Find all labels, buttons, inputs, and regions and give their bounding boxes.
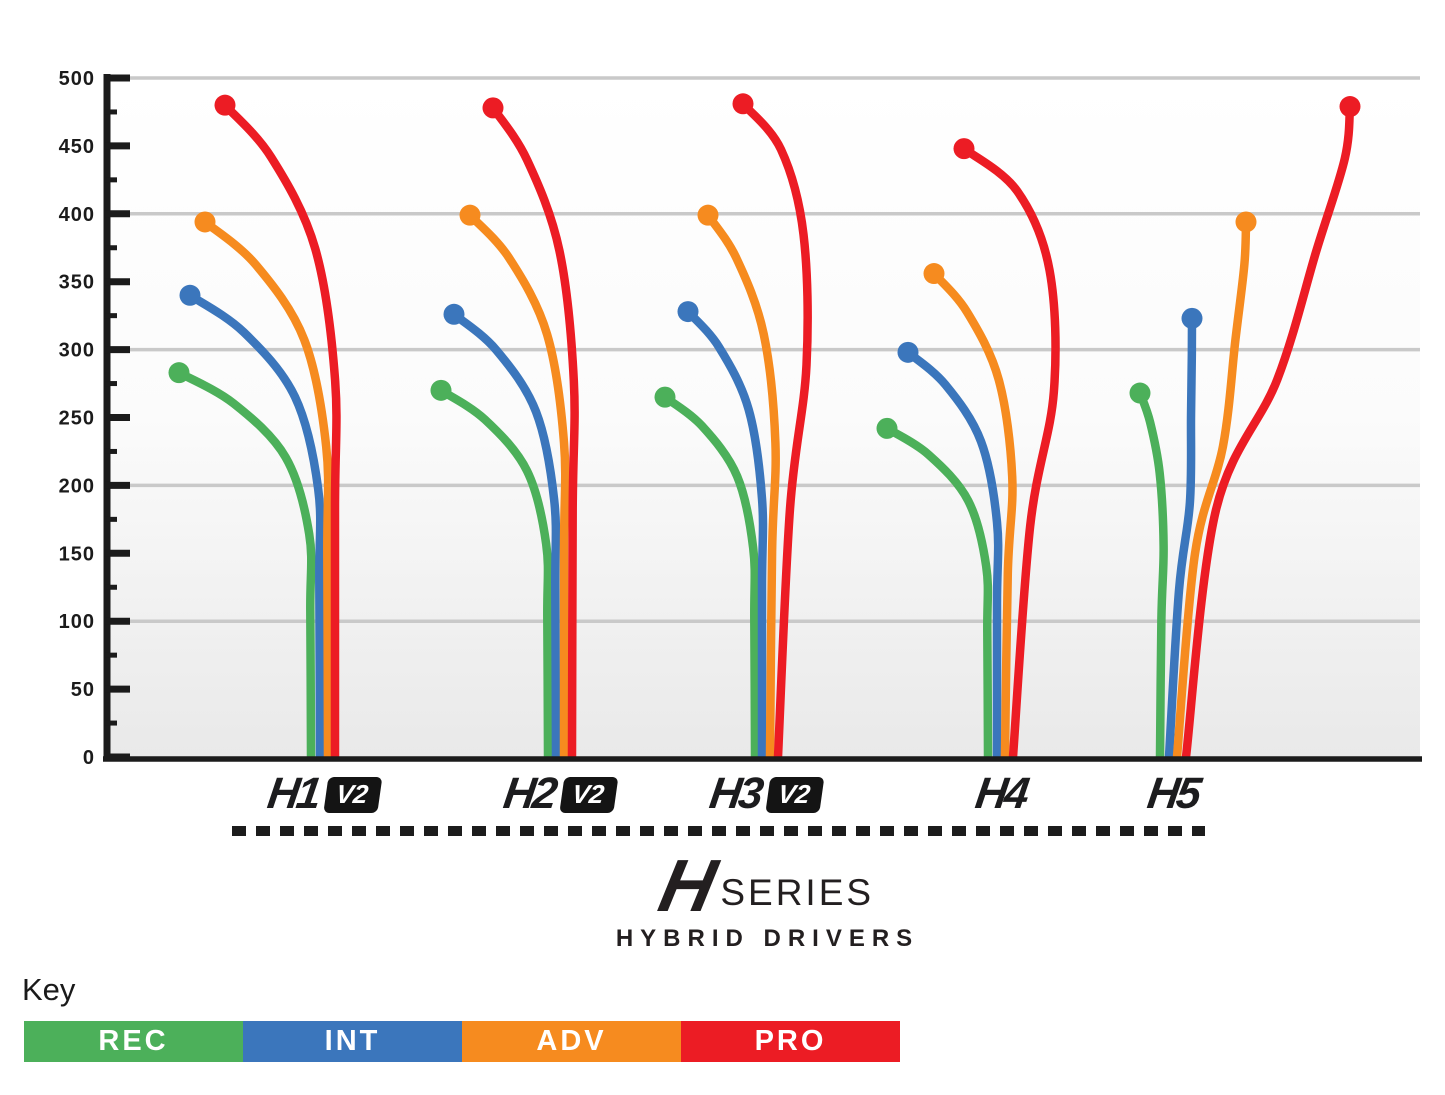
flight-endpoint-H5-REC — [1129, 382, 1151, 404]
flight-path-H2-INT — [449, 310, 561, 762]
flight-endpoint-H1-PRO — [214, 94, 236, 116]
flight-path-H3-REC — [660, 392, 760, 762]
key-segment-adv: ADV — [462, 1021, 681, 1062]
series-title-block: H SERIES HYBRID DRIVERS — [90, 844, 1445, 953]
flight-endpoint-H5-PRO — [1339, 96, 1361, 118]
flight-endpoint-H4-PRO — [953, 138, 975, 160]
flight-path-H5-PRO — [1181, 102, 1355, 762]
flight-path-H2-ADV — [465, 210, 570, 762]
disc-name-h3: H3 — [706, 769, 764, 818]
flight-path-H2-PRO — [488, 103, 579, 762]
y-tick-label-450: 450 — [59, 136, 95, 158]
flight-endpoint-H3-ADV — [697, 204, 719, 226]
disc-name-h2: H2 — [500, 769, 558, 818]
y-tick-label-150: 150 — [59, 543, 95, 565]
flight-path-H2-REC — [436, 386, 553, 762]
flight-path-H5-REC — [1135, 388, 1168, 762]
flight-endpoint-H2-ADV — [459, 204, 481, 226]
key-legend-bar: REC INT ADV PRO — [24, 1021, 900, 1062]
y-tick-label-0: 0 — [83, 747, 95, 769]
y-tick-label-300: 300 — [59, 340, 95, 362]
flight-endpoint-H2-INT — [443, 303, 465, 325]
y-tick-label-50: 50 — [71, 679, 95, 701]
flight-endpoint-H2-REC — [430, 379, 452, 401]
flight-path-H3-INT — [683, 307, 768, 762]
y-tick-label-350: 350 — [59, 272, 95, 294]
flight-path-H1-REC — [174, 368, 316, 762]
version-badge-h1: V2 — [323, 777, 382, 813]
flight-path-H4-REC — [882, 424, 993, 762]
flight-endpoint-H5-INT — [1181, 307, 1203, 329]
y-tick-label-200: 200 — [59, 475, 95, 497]
series-h-logo: H — [652, 844, 720, 927]
flight-endpoint-H1-REC — [168, 362, 190, 384]
y-tick-label-250: 250 — [59, 408, 95, 430]
y-tick-label-400: 400 — [59, 204, 95, 226]
disc-name-h5: H5 — [1144, 769, 1202, 818]
series-title-text: SERIES — [720, 872, 875, 914]
flight-path-H5-INT — [1164, 314, 1197, 762]
flight-endpoint-H4-INT — [897, 341, 919, 363]
flight-path-H5-ADV — [1172, 217, 1251, 762]
y-tick-label-500: 500 — [59, 68, 95, 90]
flight-path-H4-ADV — [929, 269, 1017, 762]
flight-path-H3-ADV — [703, 210, 780, 762]
flight-endpoint-H1-INT — [179, 284, 201, 306]
flight-endpoint-H3-PRO — [732, 93, 754, 115]
disc-label-h5: H5 — [1010, 769, 1336, 818]
series-title-row: H SERIES — [652, 844, 875, 927]
flight-path-H1-INT — [185, 291, 325, 762]
dotted-divider — [232, 826, 1205, 836]
flight-path-H4-PRO — [959, 144, 1060, 762]
key-title: Key — [22, 972, 76, 1007]
flight-endpoint-H2-PRO — [482, 97, 504, 119]
flight-endpoint-H1-ADV — [194, 211, 216, 233]
flight-chart-canvas: 0 50 100 150 200 250 300 350 400 450 500 — [59, 68, 1422, 769]
key-segment-int: INT — [243, 1021, 462, 1062]
flight-endpoint-H3-INT — [677, 301, 699, 323]
flight-endpoint-H3-REC — [654, 386, 676, 408]
key-segment-rec: REC — [24, 1021, 243, 1062]
flight-endpoint-H4-REC — [876, 417, 898, 439]
flight-endpoint-H4-ADV — [923, 263, 945, 285]
series-subtitle: HYBRID DRIVERS — [615, 924, 920, 952]
disc-name-h1: H1 — [264, 769, 322, 818]
flight-path-H1-PRO — [220, 100, 341, 762]
version-badge-h3: V2 — [765, 777, 825, 813]
flight-path-H1-ADV — [200, 217, 333, 762]
key-segment-pro: PRO — [681, 1021, 900, 1062]
flight-path-H4-INT — [903, 348, 1003, 762]
flight-endpoint-H5-ADV — [1235, 211, 1257, 233]
y-tick-label-100: 100 — [59, 611, 95, 633]
flight-path-H3-PRO — [738, 99, 812, 762]
